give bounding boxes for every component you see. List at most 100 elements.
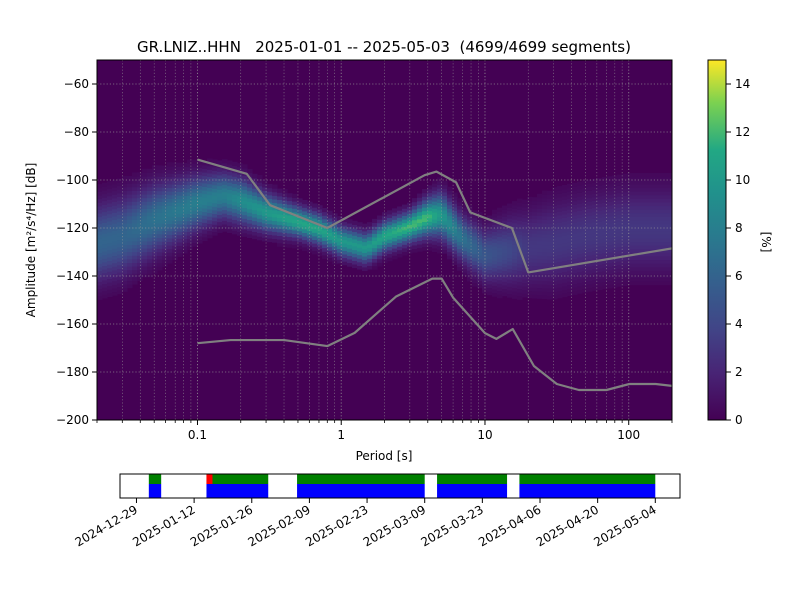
heatmap-cell: [342, 225, 348, 230]
heatmap-cell: [302, 225, 308, 230]
heatmap-cell: [452, 214, 458, 219]
heatmap-cell: [632, 277, 638, 282]
heatmap-cell: [537, 247, 543, 253]
heatmap-cell: [522, 239, 528, 244]
heatmap-cell: [127, 276, 133, 282]
heatmap-cell: [227, 171, 233, 176]
heatmap-cell: [662, 198, 668, 203]
heatmap-cell: [252, 198, 258, 204]
heatmap-cell: [512, 283, 518, 289]
heatmap-cell: [182, 245, 188, 250]
heatmap-cell: [177, 162, 183, 167]
heatmap-cell: [277, 210, 283, 215]
heatmap-cell: [242, 189, 248, 194]
heatmap-cell: [527, 240, 533, 245]
heatmap-cell: [542, 222, 548, 228]
heatmap-cell: [192, 210, 198, 215]
heatmap-cell: [512, 269, 518, 274]
heatmap-cell: [477, 284, 483, 289]
heatmap-cell: [267, 191, 273, 196]
heatmap-cell: [102, 243, 108, 249]
heatmap-cell: [487, 244, 493, 249]
heatmap-cell: [562, 242, 568, 247]
heatmap-cell: [327, 239, 333, 244]
heatmap-cell: [537, 219, 543, 224]
heatmap-cell: [597, 217, 603, 222]
heatmap-cell: [452, 239, 458, 244]
heatmap-cell: [107, 235, 113, 240]
heatmap-cell: [557, 243, 563, 248]
heatmap-cell: [402, 233, 408, 238]
heatmap-cell: [497, 261, 503, 266]
heatmap-cell: [507, 235, 513, 241]
heatmap-cell: [622, 263, 628, 268]
heatmap-cell: [192, 217, 198, 222]
heatmap-cell: [247, 205, 253, 210]
heatmap-cell: [102, 222, 108, 227]
heatmap-cell: [357, 261, 363, 266]
heatmap-cell: [607, 230, 613, 235]
heatmap-cell: [662, 176, 668, 181]
heatmap-cell: [617, 271, 623, 276]
heatmap-cell: [452, 257, 458, 262]
heatmap-cell: [642, 198, 648, 203]
heatmap-cell: [122, 258, 128, 264]
heatmap-cell: [367, 250, 373, 256]
heatmap-cell: [437, 231, 443, 236]
heatmap-cell: [622, 231, 628, 236]
heatmap-cell: [587, 233, 593, 238]
heatmap-cell: [257, 182, 263, 187]
heatmap-cell: [237, 224, 243, 229]
heatmap-cell: [612, 265, 618, 270]
heatmap-cell: [107, 210, 113, 215]
heatmap-cell: [617, 235, 623, 240]
heatmap-cell: [242, 229, 248, 234]
heatmap-cell: [187, 227, 193, 233]
heatmap-cell: [617, 181, 623, 186]
heatmap-cell: [542, 266, 548, 271]
heatmap-cell: [642, 180, 648, 185]
heatmap-cell: [587, 204, 593, 209]
heatmap-cell: [117, 192, 123, 197]
heatmap-cell: [602, 256, 608, 261]
heatmap-cell: [412, 226, 418, 232]
heatmap-cell: [497, 290, 503, 295]
heatmap-cell: [157, 194, 163, 199]
heatmap-cell: [147, 190, 153, 195]
heatmap-cell: [607, 190, 613, 195]
heatmap-cell: [527, 236, 533, 241]
heatmap-cell: [117, 246, 123, 251]
heatmap-cell: [272, 188, 278, 193]
heatmap-cell: [607, 215, 613, 221]
heatmap-cell: [462, 239, 468, 244]
heatmap-cell: [197, 163, 203, 169]
heatmap-cell: [147, 265, 153, 271]
heatmap-cell: [192, 231, 198, 236]
heatmap-cell: [557, 258, 563, 263]
heatmap-cell: [97, 216, 103, 221]
heatmap-cell: [622, 198, 628, 204]
heatmap-cell: [117, 236, 123, 241]
heatmap-cell: [562, 220, 568, 226]
heatmap-cell: [362, 255, 368, 261]
heatmap-cell: [572, 222, 578, 227]
heatmap-cell: [172, 191, 178, 196]
heatmap-cell: [102, 251, 108, 256]
heatmap-cell: [102, 182, 108, 187]
heatmap-cell: [302, 239, 308, 244]
heatmap-cell: [342, 217, 348, 223]
heatmap-cell: [487, 269, 493, 274]
heatmap-cell: [212, 173, 218, 179]
heatmap-cell: [162, 172, 168, 177]
heatmap-cell: [582, 223, 588, 228]
heatmap-cell: [147, 233, 153, 238]
heatmap-cell: [652, 173, 658, 178]
heatmap-cell: [187, 245, 193, 251]
heatmap-cell: [222, 198, 228, 203]
heatmap-cell: [522, 268, 528, 273]
timeline-tick-label: 2025-01-26: [188, 502, 255, 549]
heatmap-cell: [402, 208, 408, 213]
heatmap-cell: [532, 197, 538, 202]
heatmap-cell: [552, 194, 558, 199]
heatmap-cell: [167, 209, 173, 214]
